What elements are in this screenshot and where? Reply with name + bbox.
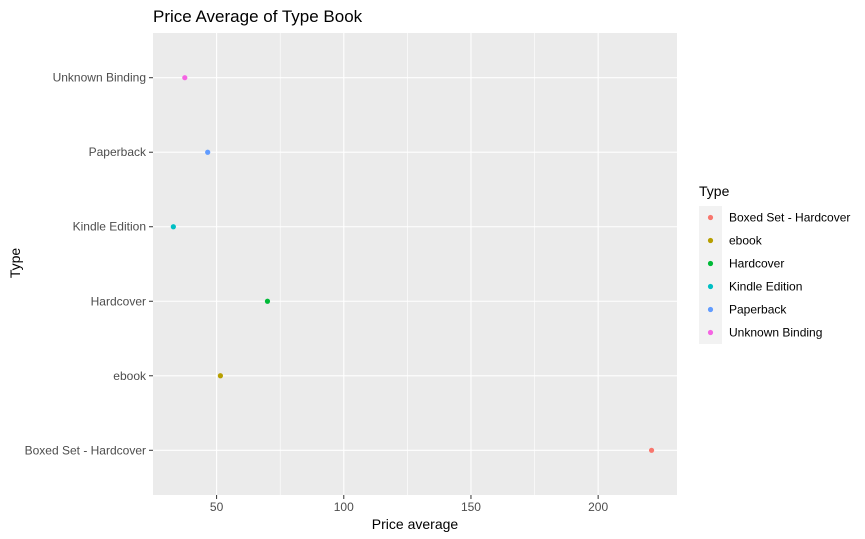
y-axis-ticks: Boxed Set - Hardcover ebook Hardcover Kindl… — [25, 71, 153, 457]
panel-background — [153, 33, 677, 495]
legend-label: Hardcover — [729, 257, 784, 271]
y-tick-label: Paperback — [89, 145, 147, 159]
plot-panel — [153, 33, 677, 495]
data-point — [264, 298, 271, 304]
data-points — [170, 75, 655, 453]
legend-key — [707, 260, 714, 267]
data-point — [182, 75, 188, 81]
y-tick-label: Unknown Binding — [53, 71, 146, 85]
y-tick-label: Hardcover — [91, 294, 146, 308]
legend-key — [707, 283, 714, 290]
legend-label: Paperback — [729, 303, 787, 317]
x-tick-label: 200 — [588, 500, 608, 514]
legend: Type Boxed Set - Hardcover ebook Hardcover… — [699, 183, 850, 344]
x-axis-ticks: 50 100 150 200 — [210, 495, 608, 514]
legend-key — [707, 329, 714, 336]
y-tick-label: Boxed Set - Hardcover — [25, 443, 146, 457]
y-tick-label: ebook — [113, 369, 147, 383]
legend-label: ebook — [729, 234, 763, 248]
legend-label: Kindle Edition — [729, 280, 802, 294]
data-point — [217, 373, 224, 379]
x-axis-title: Price average — [372, 516, 459, 532]
x-tick-label: 50 — [210, 500, 224, 514]
legend-title: Type — [699, 183, 730, 199]
chart-title: Price Average of Type Book — [153, 7, 363, 26]
y-axis-title: Type — [7, 248, 23, 279]
x-tick-label: 100 — [334, 500, 354, 514]
y-tick-label: Kindle Edition — [73, 220, 146, 234]
legend-key — [707, 306, 714, 313]
data-point — [205, 149, 211, 155]
legend-label: Boxed Set - Hardcover — [729, 211, 850, 225]
legend-label: Unknown Binding — [729, 326, 822, 340]
data-point — [648, 447, 655, 453]
legend-key — [707, 214, 714, 221]
x-tick-label: 150 — [461, 500, 481, 514]
data-point — [170, 224, 176, 230]
legend-key — [707, 237, 714, 244]
